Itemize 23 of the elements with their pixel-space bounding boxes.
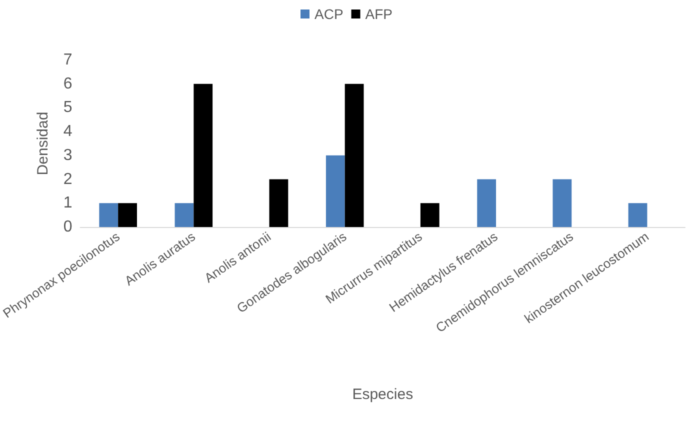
legend-label: ACP	[314, 6, 344, 22]
y-tick-label: 4	[63, 123, 72, 140]
bar	[118, 203, 137, 227]
bar	[344, 84, 364, 227]
x-axis-title: Especies	[352, 386, 414, 403]
bar	[420, 203, 440, 227]
y-tick-label: 0	[63, 218, 72, 236]
bar	[269, 179, 288, 227]
bar	[326, 155, 345, 227]
y-tick-label: 6	[63, 75, 72, 92]
bar	[99, 203, 118, 227]
y-tick-label: 5	[63, 99, 72, 116]
bar	[194, 84, 213, 227]
y-tick-label: 3	[63, 146, 72, 164]
bar	[477, 179, 496, 227]
y-tick-label: 2	[63, 170, 72, 188]
bar	[552, 179, 572, 227]
y-axis-title: Densidad	[34, 112, 52, 176]
bar	[174, 203, 194, 227]
y-tick-label: 1	[63, 194, 72, 212]
legend-label: AFP	[365, 6, 393, 22]
y-tick-label: 7	[63, 52, 72, 68]
bar	[628, 203, 648, 227]
